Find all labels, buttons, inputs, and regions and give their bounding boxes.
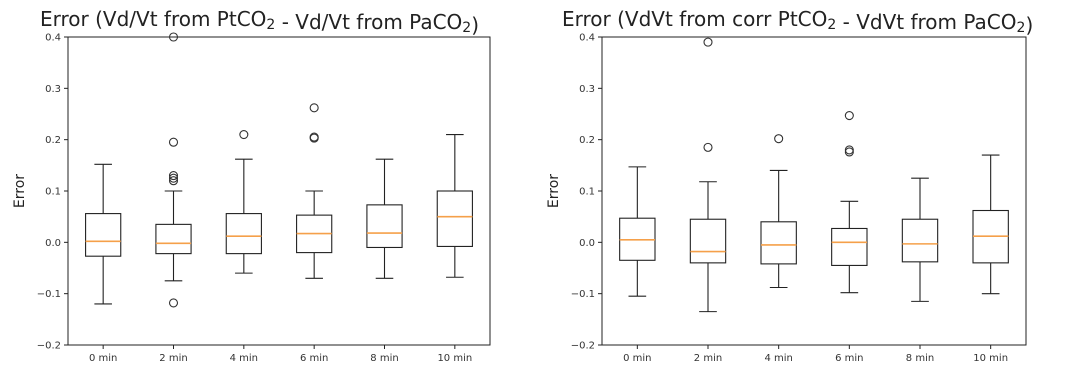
y-tick-label: −0.1 [37,289,61,300]
x-tick-label: 6 min [300,353,328,364]
chart-title: Error (VdVt from corr PtCO2 - VdVt from … [562,7,1033,37]
plot-frame [601,36,1027,346]
outlier-point [168,32,179,42]
box-2-min [155,32,192,308]
box-6-min [831,110,868,294]
y-tick-label: −0.2 [37,341,61,352]
iqr-box [436,190,473,247]
box-8-min [366,158,403,279]
x-tick-label: 10 min [437,353,472,364]
y-tick-label: 0.3 [45,84,61,95]
box-0-min [85,163,122,305]
plot-frame [67,36,491,346]
x-tick-label: 0 min [89,353,117,364]
x-tick-label: 6 min [835,353,863,364]
x-tick-label: 8 min [370,353,398,364]
y-tick-label: 0.4 [45,33,61,44]
y-tick-label: 0.2 [45,135,61,146]
chart-left: Error (Vd/Vt from PtCO2 - Vd/Vt from PaC… [12,7,491,364]
box-0-min [619,166,656,297]
y-tick-label: 0.4 [579,33,595,44]
outlier-point [168,171,179,181]
iqr-box [225,213,262,255]
x-tick-label: 10 min [973,353,1008,364]
iqr-box [831,227,868,266]
iqr-box [366,204,403,249]
outlier-point [703,37,713,47]
iqr-box [760,221,797,265]
y-tick-label: 0.0 [45,238,61,249]
x-tick-label: 0 min [623,353,651,364]
outlier-point [168,298,179,308]
box-4-min [225,129,262,274]
y-tick-label: 0.2 [579,135,595,146]
y-tick-label: 0.3 [579,84,595,95]
outlier-point [168,173,179,183]
y-axis-label: Error [546,174,562,208]
outlier-point [774,134,784,144]
outlier-point [844,110,854,121]
y-tick-label: 0.0 [579,238,595,249]
box-6-min [296,103,333,279]
box-2-min [689,37,727,313]
chart-right: Error (VdVt from corr PtCO2 - VdVt from … [546,7,1033,364]
iqr-box [901,218,939,263]
x-tick-label: 4 min [230,353,258,364]
x-tick-label: 2 min [694,353,722,364]
iqr-box [155,223,192,255]
outlier-point [309,103,319,113]
y-tick-label: 0.1 [45,187,61,198]
chart-title: Error (Vd/Vt from PtCO2 - Vd/Vt from PaC… [40,7,479,37]
box-10-min [972,154,1009,295]
x-tick-label: 2 min [159,353,187,364]
outlier-point [703,142,713,152]
outlier-point [309,133,319,143]
box-4-min [760,134,797,289]
x-tick-label: 8 min [906,353,934,364]
y-tick-label: −0.2 [571,341,595,352]
outlier-point [239,129,249,140]
y-tick-label: 0.1 [579,187,595,198]
box-8-min [901,177,939,302]
outlier-point [168,176,179,186]
iqr-box [689,218,727,264]
y-tick-label: −0.1 [571,289,595,300]
iqr-box [85,213,122,257]
x-tick-label: 4 min [764,353,792,364]
box-10-min [436,133,473,278]
y-axis-label: Error [12,174,28,208]
outlier-point [168,137,179,147]
outlier-point [844,147,854,157]
